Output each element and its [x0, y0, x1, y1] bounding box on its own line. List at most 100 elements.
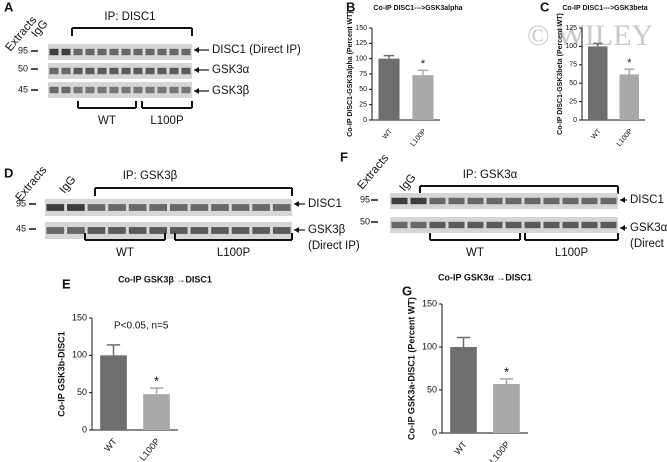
error-bar	[624, 68, 635, 75]
error-bar	[499, 378, 514, 384]
blot-band	[429, 221, 446, 229]
blot-band	[169, 67, 179, 75]
y-tick-label: 0	[432, 427, 437, 437]
watermark: © WILEY	[527, 19, 653, 52]
blot-band	[87, 204, 106, 211]
blot-band	[85, 67, 95, 75]
blot-band	[486, 197, 503, 205]
y-tick-label: 100	[565, 43, 577, 50]
chart-title: Co-IP DISC1--->GSK3alpha	[373, 5, 462, 12]
blot-band	[505, 221, 522, 229]
bar	[493, 383, 520, 433]
blot-band	[121, 67, 131, 75]
y-axis-label: Co-IP GSK3b-DISC1	[56, 331, 66, 416]
blot-band	[49, 48, 59, 56]
y-tick-label: 150	[422, 298, 437, 308]
error-bar	[106, 344, 121, 356]
chart-title: Co-IP GSK3β →DISC1	[118, 274, 212, 284]
blot-band	[467, 197, 484, 205]
ip-title: IP: GSK3α	[463, 169, 518, 181]
error-bar	[149, 387, 164, 395]
blot-band	[73, 67, 83, 75]
blot-band	[524, 221, 541, 229]
mw-marker: 95	[18, 45, 28, 55]
blot-band	[524, 197, 541, 205]
blot-band	[85, 48, 95, 56]
error-bar	[417, 69, 429, 76]
blot-band	[97, 67, 107, 75]
y-tick-label: 50	[427, 384, 437, 394]
panel-label: G	[402, 283, 412, 298]
blot-band	[600, 197, 617, 205]
band-label: GSK3α	[630, 222, 667, 234]
y-tick-label: 100	[72, 350, 87, 360]
blot-strip	[48, 44, 192, 60]
y-tick-label: 125	[565, 25, 577, 32]
significance-mark: *	[154, 374, 159, 389]
blot-band	[109, 48, 119, 56]
significance-mark: *	[627, 57, 632, 69]
blot-band	[252, 204, 270, 211]
y-tick-label: 100	[422, 341, 437, 351]
blot-band	[543, 221, 560, 229]
mw-marker: 45	[16, 223, 26, 233]
group-label: L100P	[150, 115, 184, 127]
significance-mark: *	[504, 364, 509, 379]
arrow-head	[294, 201, 299, 207]
blot-band	[133, 86, 143, 94]
blot-band	[133, 48, 143, 56]
blot-strip	[45, 199, 292, 216]
blot-band	[157, 48, 167, 56]
blot-band	[391, 197, 408, 205]
y-tick-label: 150	[72, 312, 87, 322]
blot-band	[49, 86, 59, 94]
blot-band	[410, 221, 427, 229]
y-tick-label: 150	[355, 25, 367, 32]
blot-band	[272, 204, 291, 211]
y-tick-label: 50	[569, 80, 577, 87]
blot-band	[149, 204, 167, 211]
error-bar	[456, 336, 471, 347]
band-label: (Direct IP)	[308, 240, 360, 252]
mw-marker: 50	[360, 216, 370, 226]
blot-band	[410, 197, 427, 205]
blot-band	[128, 227, 147, 234]
panel-label: C	[540, 0, 550, 14]
annotation: P<0.05, n=5	[114, 321, 169, 332]
blot-band	[170, 227, 188, 234]
blot-band	[73, 48, 83, 56]
blot-band	[169, 48, 179, 56]
band-label: DISC1	[630, 194, 664, 206]
blot-band	[157, 86, 167, 94]
arrow-head	[194, 47, 199, 53]
blot-band	[46, 204, 65, 211]
blot-strip	[390, 193, 618, 209]
y-tick-label: 25	[359, 102, 367, 109]
y-tick-label: 75	[359, 71, 367, 78]
blot-band	[272, 227, 291, 234]
blot-band	[133, 67, 143, 75]
blot-band	[128, 204, 147, 211]
bar	[100, 355, 127, 430]
arrow-head	[194, 67, 199, 73]
blot-band	[46, 227, 65, 234]
y-tick-label: 75	[569, 62, 577, 69]
arrow-head	[194, 88, 199, 94]
blot-band	[67, 204, 85, 211]
arrow-head	[620, 197, 625, 203]
mw-marker: 95	[16, 198, 26, 208]
blot-band	[145, 67, 155, 75]
blot-band	[121, 48, 131, 56]
blot-band	[108, 204, 126, 211]
blot-band	[97, 86, 107, 94]
arrow-head	[294, 227, 299, 233]
group-label: WT	[98, 115, 116, 127]
mw-marker: 50	[18, 63, 28, 73]
blot-strip	[48, 82, 192, 98]
blot-band	[562, 197, 579, 205]
blot-band	[505, 197, 522, 205]
bar	[587, 46, 608, 120]
bar	[143, 394, 170, 430]
panel-label: B	[346, 0, 355, 14]
